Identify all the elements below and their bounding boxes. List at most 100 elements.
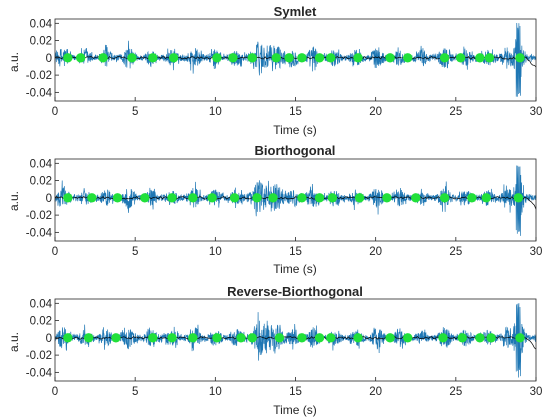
marker-point: [284, 53, 294, 63]
marker-point: [403, 53, 413, 63]
marker-point: [83, 333, 94, 343]
x-tick-label: 30: [530, 106, 543, 118]
marker-point: [382, 193, 392, 203]
marker-point: [148, 333, 158, 343]
marker-point: [188, 333, 198, 343]
marker-point: [385, 53, 395, 63]
marker-point: [455, 53, 466, 63]
x-axis-label: Time (s): [273, 123, 317, 137]
y-tick-label: -0.04: [26, 367, 53, 379]
marker-point: [63, 53, 73, 63]
marker-point: [127, 53, 137, 63]
series-envelope: [54, 196, 537, 210]
y-axis-label: a.u.: [7, 191, 21, 211]
series-signal: [54, 165, 537, 236]
marker-point: [148, 53, 158, 63]
marker-point: [475, 333, 485, 343]
marker-point: [271, 53, 281, 63]
y-tick-label: -0.02: [26, 210, 52, 222]
marker-point: [438, 333, 448, 343]
x-tick-label: 20: [369, 106, 382, 118]
series-signal: [54, 303, 537, 378]
x-tick-label: 30: [530, 386, 543, 398]
y-tick-label: -0.02: [26, 70, 52, 82]
marker-point: [63, 333, 73, 343]
x-tick-label: 15: [289, 106, 302, 118]
marker-point: [297, 53, 307, 63]
y-tick-label: 0: [46, 333, 52, 345]
marker-point: [236, 333, 246, 343]
marker-point: [484, 53, 495, 63]
chart-title: Biorthogonal: [255, 143, 336, 158]
marker-point: [475, 53, 485, 63]
chart-title: Reverse-Biorthogonal: [227, 284, 363, 299]
x-tick-label: 5: [132, 106, 138, 118]
subplot-reverse-biorthogonal: Reverse-Biorthogonal Time (s) a.u. 0 5 10 1…: [7, 284, 542, 417]
marker-point: [207, 193, 217, 203]
marker-point: [188, 193, 198, 203]
marker-point: [228, 53, 238, 63]
y-tick-label: 0.04: [30, 18, 53, 30]
marker-point: [513, 193, 524, 203]
series-envelope: [54, 335, 537, 350]
x-tick-label: 25: [449, 386, 462, 398]
marker-point: [268, 193, 278, 203]
y-tick-label: 0: [46, 193, 52, 205]
x-tick-label: 10: [209, 106, 222, 118]
marker-point: [274, 333, 285, 343]
marker-point: [467, 193, 477, 203]
marker-point: [326, 53, 336, 63]
marker-point: [385, 333, 395, 343]
marker-point: [63, 193, 73, 203]
marker-point: [326, 333, 336, 343]
marker-point: [439, 53, 450, 63]
marker-point: [111, 333, 121, 343]
marker-point: [403, 333, 413, 343]
marker-point: [229, 193, 240, 203]
marker-point: [515, 53, 525, 63]
y-axis-label: a.u.: [7, 332, 21, 352]
x-tick-label: 5: [132, 386, 138, 398]
marker-point: [327, 193, 338, 203]
marker-point: [75, 53, 86, 63]
marker-point: [314, 193, 325, 203]
y-tick-label: 0.04: [30, 158, 53, 170]
y-tick-label: 0: [46, 53, 52, 65]
y-tick-label: 0.02: [30, 176, 52, 188]
marker-point: [167, 193, 177, 203]
marker-point: [297, 333, 307, 343]
y-tick-label: 0.02: [30, 316, 52, 328]
marker-point: [314, 333, 325, 343]
marker-point: [297, 193, 307, 203]
marker-point: [112, 193, 123, 203]
x-tick-label: 0: [52, 246, 58, 258]
marker-point: [481, 193, 491, 203]
y-tick-label: 0.04: [30, 298, 53, 310]
marker-point: [168, 53, 179, 63]
marker-point: [314, 53, 325, 63]
x-tick-label: 15: [289, 246, 302, 258]
marker-point: [439, 193, 450, 203]
marker-point: [252, 193, 262, 203]
series-signal: [54, 22, 537, 97]
marker-point: [212, 53, 222, 63]
marker-point: [515, 333, 525, 343]
x-axis-label: Time (s): [273, 403, 317, 417]
chart-title: Symlet: [274, 4, 317, 19]
marker-point: [87, 193, 97, 203]
x-tick-label: 20: [369, 246, 382, 258]
marker-point: [98, 53, 108, 63]
marker-point: [212, 333, 222, 343]
y-tick-label: -0.02: [26, 350, 52, 362]
x-tick-label: 10: [209, 386, 222, 398]
x-tick-label: 0: [52, 106, 58, 118]
marker-point: [354, 193, 365, 203]
marker-point: [247, 53, 257, 63]
y-tick-label: 0.02: [30, 36, 52, 48]
x-tick-label: 20: [369, 386, 382, 398]
marker-point: [247, 333, 257, 343]
x-tick-label: 15: [289, 386, 302, 398]
subplot-biorthogonal: Biorthogonal Time (s) a.u. 0 5 10 15 20 25 30 0…: [7, 143, 542, 276]
x-tick-label: 5: [132, 246, 138, 258]
